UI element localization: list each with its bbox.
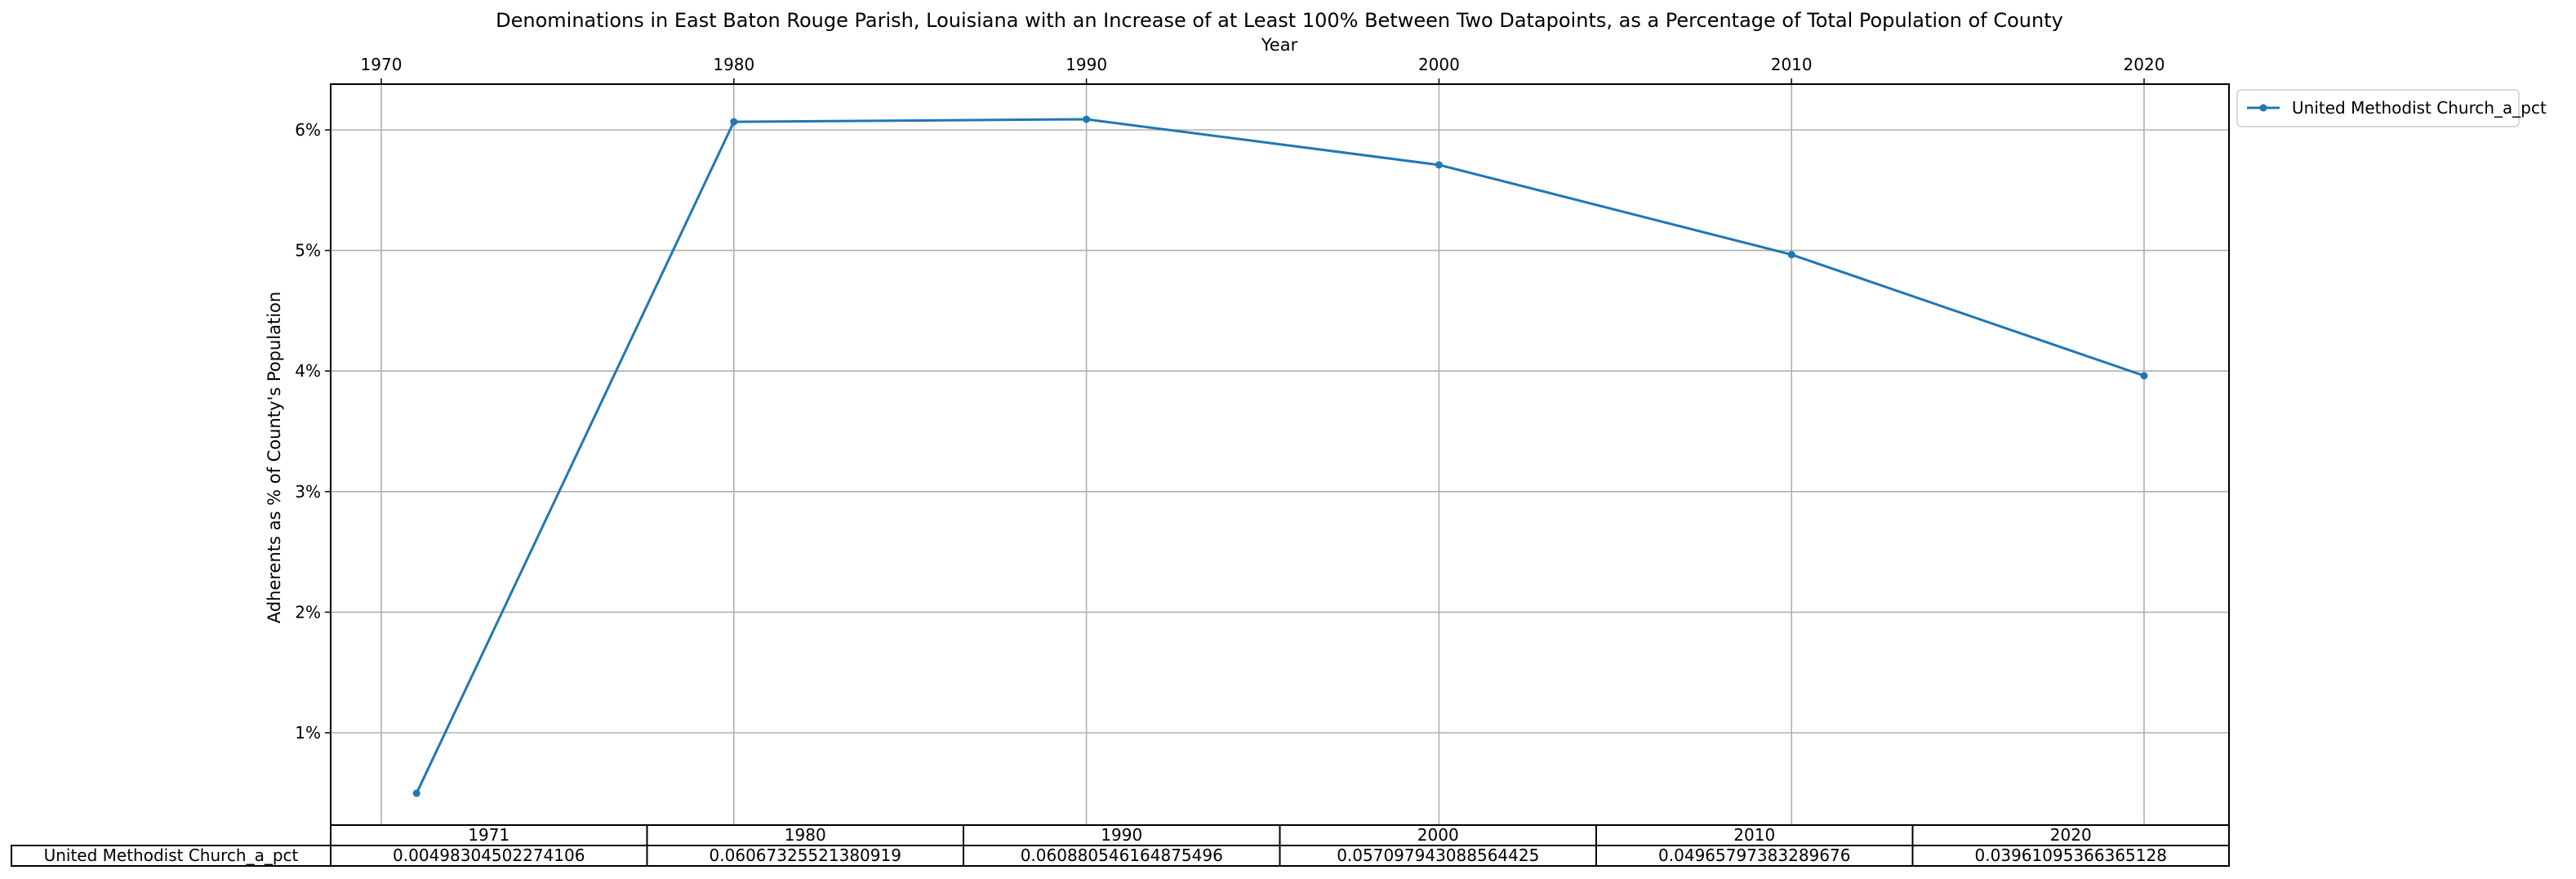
series-lines (412, 115, 2148, 797)
y-tick-label: 4% (295, 361, 321, 381)
grid-lines (331, 84, 2229, 825)
x-tick-label: 2010 (1771, 55, 1813, 74)
x-tick-label: 2020 (2124, 55, 2165, 74)
y-tick-label: 1% (295, 723, 321, 743)
x-tick-label: 1970 (361, 55, 403, 74)
y-tick-label: 3% (295, 482, 321, 502)
table-column-header: 2020 (2050, 825, 2092, 845)
x-tick-label: 1980 (713, 55, 754, 74)
chart-title: Denominations in East Baton Rouge Parish… (496, 9, 2063, 32)
table-column-header: 1990 (1101, 825, 1142, 845)
x-tick-label: 1990 (1066, 55, 1107, 74)
legend-label: United Methodist Church_a_pct (2292, 98, 2547, 118)
table-row-label: United Methodist Church_a_pct (44, 846, 299, 865)
table-cell-value: 0.04965797383289676 (1658, 846, 1850, 865)
y-ticks: 1% 2% 3% 4% 5% 6% (295, 120, 331, 743)
x-ticks: 1970 1980 1990 2000 2010 2020 (361, 55, 2165, 84)
table-cell-value: 0.057097943088564425 (1337, 846, 1539, 865)
table-column-header: 2000 (1417, 825, 1459, 845)
data-point (1787, 251, 1795, 259)
table-row-label-cell (11, 845, 331, 867)
table-column-header: 1980 (785, 825, 826, 845)
data-point (730, 118, 738, 126)
table-cell-value: 0.06067325521380919 (710, 846, 901, 865)
table-cell-value: 0.00498304502274106 (393, 846, 585, 865)
legend: United Methodist Church_a_pct (2236, 89, 2547, 127)
table-column-header: 2010 (1733, 825, 1775, 845)
table-column-header: 1971 (468, 825, 509, 845)
legend-marker (2259, 104, 2267, 112)
y-tick-label: 2% (295, 602, 321, 622)
table-cell-value: 0.03961095366365128 (1975, 846, 2167, 865)
table-cell-value: 0.060880546164875496 (1021, 846, 1223, 865)
y-tick-label: 5% (295, 241, 321, 261)
x-axis-label: Year (1261, 35, 1298, 55)
legend-box (2236, 89, 2520, 127)
y-axis-label: Adherents as % of County's Population (265, 292, 284, 623)
data-point (412, 789, 420, 797)
data-point (1435, 161, 1443, 169)
plot-area-frame (330, 83, 2230, 826)
data-point (1083, 115, 1091, 123)
series-line (415, 118, 2145, 794)
x-tick-label: 2000 (1418, 55, 1460, 74)
data-point (2140, 372, 2148, 380)
y-tick-label: 6% (295, 120, 321, 140)
table-cell (1911, 845, 2230, 867)
